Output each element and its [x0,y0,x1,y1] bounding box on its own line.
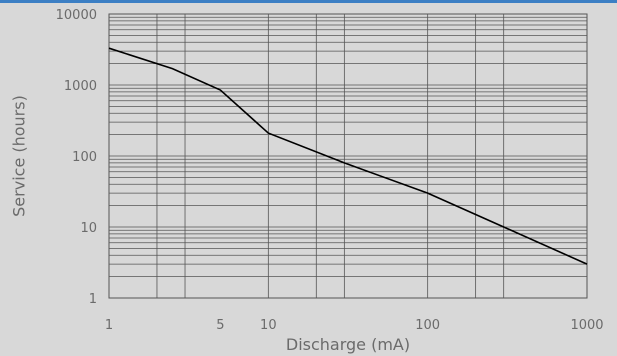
x-tick-label: 1 [105,318,113,333]
y-tick-label: 1 [89,292,97,307]
x-axis-label: Discharge (mA) [286,335,410,354]
y-tick-label: 100 [72,150,97,165]
y-tick-label: 10000 [56,8,97,23]
y-tick-label: 1000 [64,79,97,94]
x-tick-label: 10 [260,318,277,333]
grid-layer [108,14,587,299]
x-tick-labels: 1 5 10 100 1000 [105,318,604,333]
y-axis-label: Service (hours) [10,95,29,217]
y-tick-labels: 1 10 100 1000 10000 [56,8,97,307]
plot-frame [108,13,588,299]
top-accent-bar [0,0,617,3]
y-tick-label: 10 [80,221,97,236]
x-tick-label: 100 [415,318,440,333]
x-tick-label: 1000 [570,318,603,333]
series-line [108,47,588,265]
x-tick-label: 5 [216,318,224,333]
